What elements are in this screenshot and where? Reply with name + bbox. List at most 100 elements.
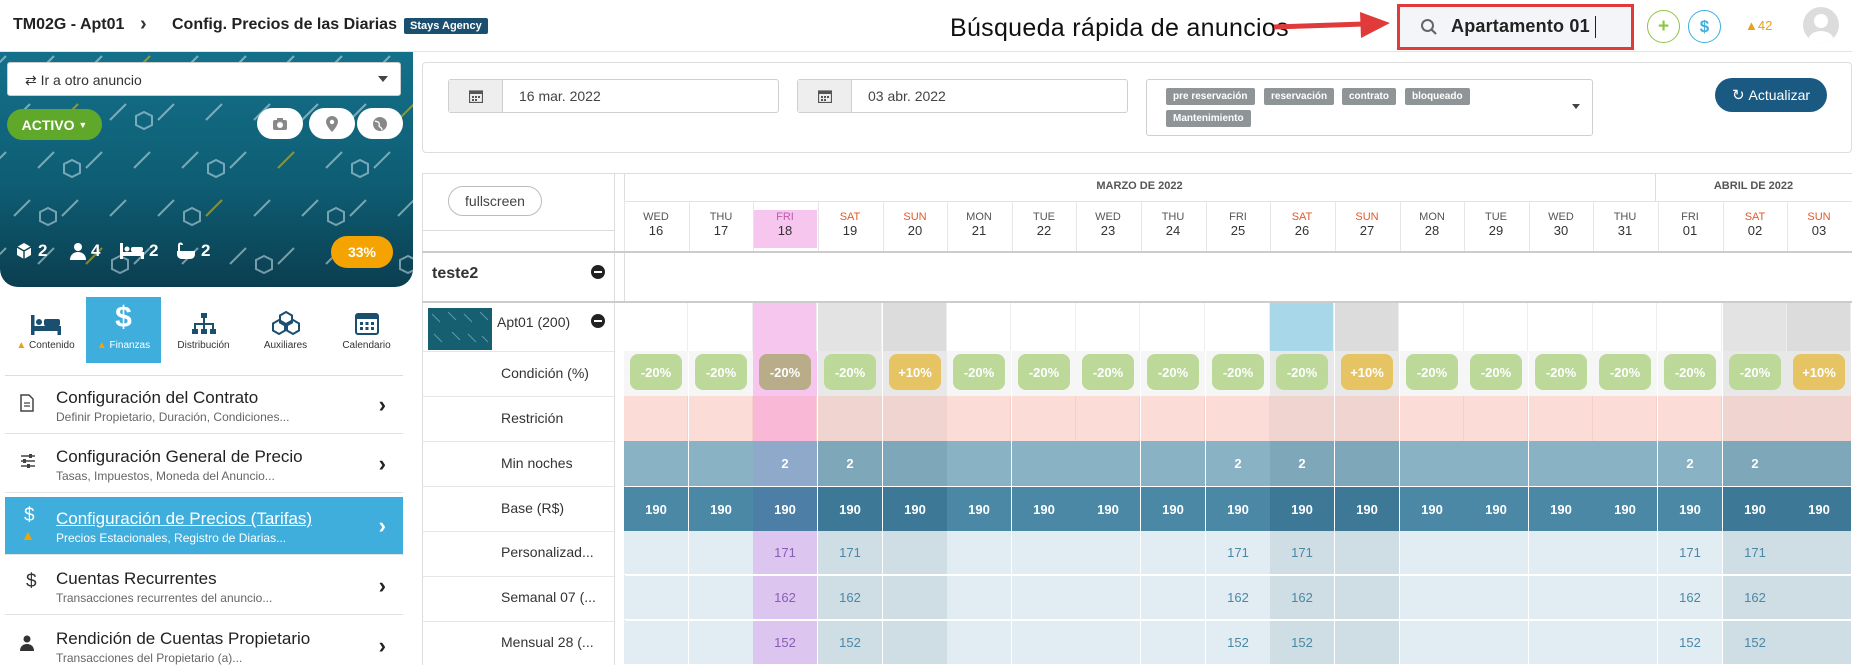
condition-badge[interactable]: -20%	[953, 354, 1005, 390]
availability-cell[interactable]	[689, 303, 753, 351]
base-price-cell[interactable]: 190	[947, 487, 1011, 531]
rate-cell-pers[interactable]: 171	[1270, 531, 1334, 575]
condition-badge[interactable]: -20%	[695, 354, 747, 390]
rate-cell-men[interactable]: 152	[753, 621, 817, 665]
condition-badge[interactable]: +10%	[889, 354, 941, 390]
rate-cell-pers[interactable]	[624, 531, 688, 575]
condition-badge[interactable]: -20%	[1406, 354, 1458, 390]
update-button[interactable]: ↻ Actualizar	[1715, 78, 1827, 112]
restriction-cell[interactable]	[1658, 396, 1722, 441]
finance-button[interactable]: $	[1688, 10, 1721, 43]
base-price-cell[interactable]: 190	[753, 487, 817, 531]
availability-cell[interactable]	[1141, 303, 1205, 351]
rate-cell-sem[interactable]: 162	[1270, 576, 1334, 620]
rate-cell-men[interactable]	[1593, 621, 1657, 665]
rate-cell-sem[interactable]: 162	[753, 576, 817, 620]
min-nights-cell[interactable]: 2	[1658, 441, 1722, 486]
rate-cell-sem[interactable]: 162	[1723, 576, 1787, 620]
rate-cell-pers[interactable]: 171	[1206, 531, 1270, 575]
tag-bloqueado[interactable]: bloqueado	[1405, 88, 1470, 105]
rate-cell-men[interactable]: 152	[1723, 621, 1787, 665]
restriction-cell[interactable]	[883, 396, 947, 441]
min-nights-cell[interactable]	[1141, 441, 1205, 486]
website-button[interactable]	[357, 108, 403, 139]
restriction-cell[interactable]	[753, 396, 817, 441]
rate-cell-men[interactable]	[689, 621, 753, 665]
base-price-cell[interactable]: 190	[1335, 487, 1399, 531]
condition-badge[interactable]: -20%	[1535, 354, 1587, 390]
rate-cell-pers[interactable]	[883, 531, 947, 575]
rate-cell-men[interactable]: 152	[1206, 621, 1270, 665]
restriction-cell[interactable]	[624, 396, 688, 441]
restriction-cell[interactable]	[1141, 396, 1205, 441]
rate-cell-pers[interactable]: 171	[1723, 531, 1787, 575]
availability-cell[interactable]	[1400, 303, 1464, 351]
availability-cell[interactable]	[818, 303, 882, 351]
tab-finanzas[interactable]: $ ▲ Finanzas	[86, 297, 161, 363]
min-nights-cell[interactable]: 2	[1723, 441, 1787, 486]
base-price-cell[interactable]: 190	[689, 487, 753, 531]
condition-badge[interactable]: -20%	[1018, 354, 1070, 390]
restriction-cell[interactable]	[1076, 396, 1140, 441]
location-button[interactable]	[309, 108, 355, 139]
base-price-cell[interactable]: 190	[1012, 487, 1076, 531]
min-nights-cell[interactable]	[1593, 441, 1657, 486]
tag-mantenimiento[interactable]: Mantenimiento	[1166, 110, 1251, 127]
rate-cell-men[interactable]	[1335, 621, 1399, 665]
base-price-cell[interactable]: 190	[883, 487, 947, 531]
breadcrumb-listing[interactable]: TM02G - Apt01	[13, 16, 125, 33]
rate-cell-sem[interactable]	[883, 576, 947, 620]
goto-listing-select[interactable]: ⇄ Ir a otro anuncio	[7, 62, 401, 96]
min-nights-cell[interactable]	[624, 441, 688, 486]
rate-cell-pers[interactable]	[1593, 531, 1657, 575]
status-filter-select[interactable]: pre reservación reservación contrato blo…	[1146, 79, 1593, 136]
add-button[interactable]: +	[1647, 10, 1680, 43]
rate-cell-men[interactable]	[1012, 621, 1076, 665]
base-price-cell[interactable]: 190	[1593, 487, 1657, 531]
rate-cell-men[interactable]: 152	[1658, 621, 1722, 665]
min-nights-cell[interactable]	[1400, 441, 1464, 486]
min-nights-cell[interactable]: 2	[818, 441, 882, 486]
rate-cell-men[interactable]: 152	[1270, 621, 1334, 665]
base-price-cell[interactable]: 190	[1400, 487, 1464, 531]
date-from-input[interactable]: 16 mar. 2022	[448, 79, 779, 113]
rate-cell-pers[interactable]: 171	[1658, 531, 1722, 575]
availability-cell[interactable]	[1464, 303, 1528, 351]
availability-cell[interactable]	[1658, 303, 1722, 351]
base-price-cell[interactable]: 190	[818, 487, 882, 531]
rate-cell-sem[interactable]	[624, 576, 688, 620]
condition-badge[interactable]: -20%	[824, 354, 876, 390]
restriction-cell[interactable]	[1723, 396, 1787, 441]
restriction-cell[interactable]	[1270, 396, 1334, 441]
restriction-cell[interactable]	[1335, 396, 1399, 441]
tab-calendario[interactable]: Calendario	[329, 297, 404, 363]
condition-badge[interactable]: -20%	[1082, 354, 1134, 390]
condition-badge[interactable]: -20%	[630, 354, 682, 390]
base-price-cell[interactable]: 190	[1464, 487, 1528, 531]
photos-button[interactable]	[257, 108, 303, 139]
restriction-cell[interactable]	[1529, 396, 1593, 441]
min-nights-cell[interactable]	[947, 441, 1011, 486]
base-price-cell[interactable]: 190	[1529, 487, 1593, 531]
rate-cell-pers[interactable]	[1529, 531, 1593, 575]
rate-cell-sem[interactable]	[1400, 576, 1464, 620]
rate-cell-sem[interactable]	[1012, 576, 1076, 620]
menu-general-precio[interactable]: Configuración General de Precio Tasas, I…	[5, 435, 403, 493]
availability-cell[interactable]	[1529, 303, 1593, 351]
avatar[interactable]	[1803, 7, 1839, 43]
condition-badge[interactable]: -20%	[1664, 354, 1716, 390]
rate-cell-men[interactable]	[947, 621, 1011, 665]
restriction-cell[interactable]	[1400, 396, 1464, 441]
min-nights-cell[interactable]	[689, 441, 753, 486]
tab-contenido[interactable]: ▲ Contenido	[8, 297, 83, 363]
rate-cell-men[interactable]	[1529, 621, 1593, 665]
min-nights-cell[interactable]: 2	[1206, 441, 1270, 486]
rate-cell-pers[interactable]	[1400, 531, 1464, 575]
condition-badge[interactable]: -20%	[1147, 354, 1199, 390]
collapse-group-icon[interactable]	[591, 265, 605, 279]
rate-cell-pers[interactable]: 171	[753, 531, 817, 575]
rate-cell-sem[interactable]	[1529, 576, 1593, 620]
rate-cell-pers[interactable]	[947, 531, 1011, 575]
availability-cell[interactable]	[1723, 303, 1787, 351]
condition-badge[interactable]: -20%	[1276, 354, 1328, 390]
